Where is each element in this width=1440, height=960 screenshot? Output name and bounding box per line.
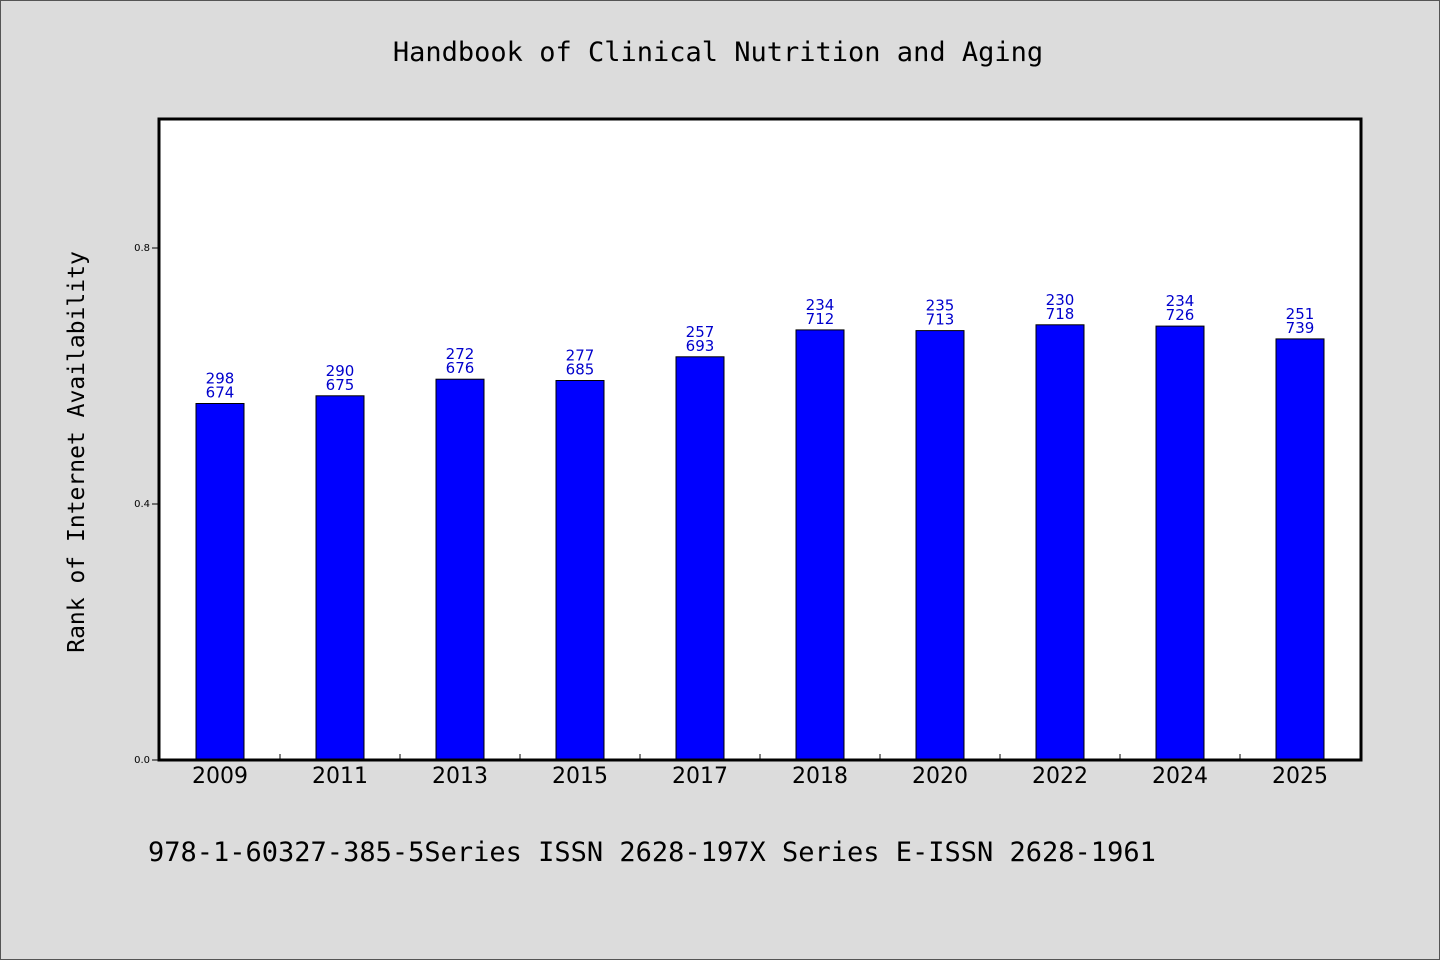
- data-label-2015-line2: 685: [566, 361, 595, 379]
- y-tick-label: 0.4: [134, 499, 150, 510]
- bar-2017: [675, 356, 725, 761]
- y-axis-label: Rank of Internet Availability: [64, 251, 90, 653]
- data-label-2025-line2: 739: [1286, 319, 1315, 337]
- data-label-2024-line2: 726: [1166, 306, 1195, 324]
- data-labels-group: 2986742906752726762776852576932347122357…: [206, 291, 1315, 402]
- data-label-2011-line2: 675: [326, 376, 355, 394]
- data-label-2017-line2: 693: [686, 337, 715, 355]
- data-label-2018-line2: 712: [806, 310, 835, 328]
- bar-2024: [1155, 325, 1205, 761]
- data-label-2024-line1: 234: [1166, 292, 1195, 310]
- bar-2025: [1275, 338, 1325, 761]
- bar-2018: [795, 329, 845, 761]
- data-label-2025-line1: 251: [1286, 305, 1315, 323]
- data-label-2009-line2: 674: [206, 384, 235, 402]
- data-label-2015-line1: 277: [566, 347, 595, 365]
- data-label-2013-line1: 272: [446, 345, 475, 363]
- x-tick-label-2022: 2022: [1032, 764, 1088, 789]
- y-tick-label: 0.8: [134, 243, 150, 254]
- bar-2020: [915, 330, 965, 761]
- data-label-2017-line1: 257: [686, 323, 715, 341]
- plot-border: [157, 117, 1363, 762]
- x-tick-label-2020: 2020: [912, 764, 968, 789]
- x-tick-label-2011: 2011: [312, 764, 368, 789]
- bar-2022: [1035, 324, 1085, 761]
- data-label-2013-line2: 676: [446, 359, 475, 377]
- footer-isbn-issn-text: 978-1-60327-385-5Series ISSN 2628-197X S…: [148, 837, 1156, 868]
- data-label-2009-line1: 298: [206, 370, 235, 388]
- data-label-2022-line2: 718: [1046, 305, 1075, 323]
- bar-2015: [555, 380, 605, 761]
- x-tick-label-2018: 2018: [792, 764, 848, 789]
- y-axis-ticks: 0.0 0.4 0.8: [134, 243, 160, 766]
- x-tick-label-2015: 2015: [552, 764, 608, 789]
- chart-title: Handbook of Clinical Nutrition and Aging: [393, 37, 1043, 68]
- x-tick-label-2009: 2009: [192, 764, 248, 789]
- bar-2009: [195, 403, 245, 761]
- x-tick-label-2024: 2024: [1152, 764, 1208, 789]
- data-label-2022-line1: 230: [1046, 291, 1075, 309]
- x-tick-label-2025: 2025: [1272, 764, 1328, 789]
- data-label-2018-line1: 234: [806, 296, 835, 314]
- bar-2011: [315, 395, 365, 761]
- x-axis-ticks: 2009 2011 2013 2015 2017 2018 2020 2022 2024 2025: [192, 754, 1328, 789]
- data-label-2020-line2: 713: [926, 311, 955, 329]
- x-tick-label-2013: 2013: [432, 764, 488, 789]
- x-tick-label-2017: 2017: [672, 764, 728, 789]
- data-label-2011-line1: 290: [326, 362, 355, 380]
- data-label-2020-line1: 235: [926, 297, 955, 315]
- y-tick-label: 0.0: [134, 755, 150, 766]
- bars-group: [195, 324, 1325, 761]
- bar-2013: [435, 378, 485, 761]
